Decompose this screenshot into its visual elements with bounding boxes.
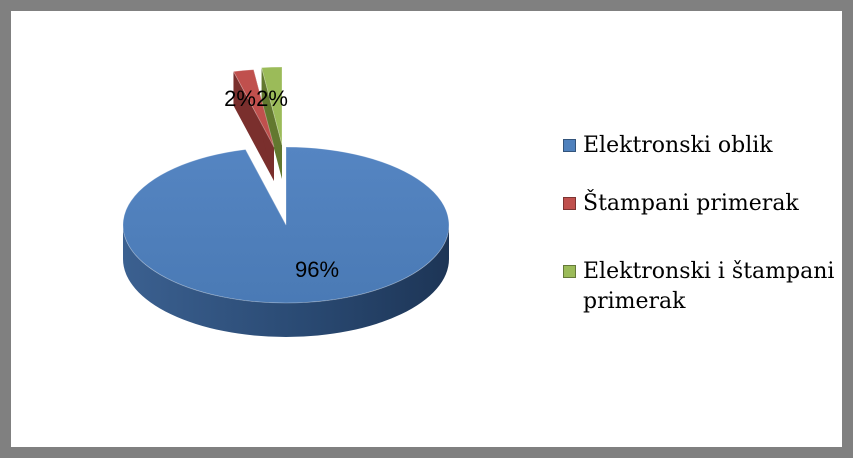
data-label-2: 2%: [256, 86, 288, 111]
pie-slice-0: [122, 146, 450, 304]
legend-item-elektronski-oblik: Elektronski oblik: [561, 131, 851, 161]
legend: Elektronski oblik Štampani primerak Elek…: [561, 131, 851, 317]
legend-swatch-green: [563, 265, 576, 278]
pie-cut-face-1-0: [233, 71, 274, 181]
legend-swatch-red: [563, 197, 576, 210]
legend-label: Štampani primerak: [583, 191, 799, 216]
legend-label: Elektronski i štampani primerak: [583, 259, 835, 314]
legend-item-elektronski-i-stampani: Elektronski i štampani primerak: [561, 257, 851, 317]
data-label-0: 96%: [295, 257, 339, 282]
legend-item-stampani-primerak: Štampani primerak: [561, 189, 851, 219]
chart-area: 96% 2% 2% Elektronski oblik Štampani prime…: [11, 11, 842, 447]
pie-slice-2: [261, 66, 283, 146]
legend-label: Elektronski oblik: [583, 133, 773, 158]
data-label-1: 2%: [224, 86, 256, 111]
legend-swatch-blue: [563, 139, 576, 152]
pie-side-0: [123, 225, 449, 337]
pie-slice-1: [232, 69, 275, 148]
pie-chart: 96% 2% 2%: [122, 66, 450, 337]
pie-cut-face-2-0: [261, 67, 282, 179]
